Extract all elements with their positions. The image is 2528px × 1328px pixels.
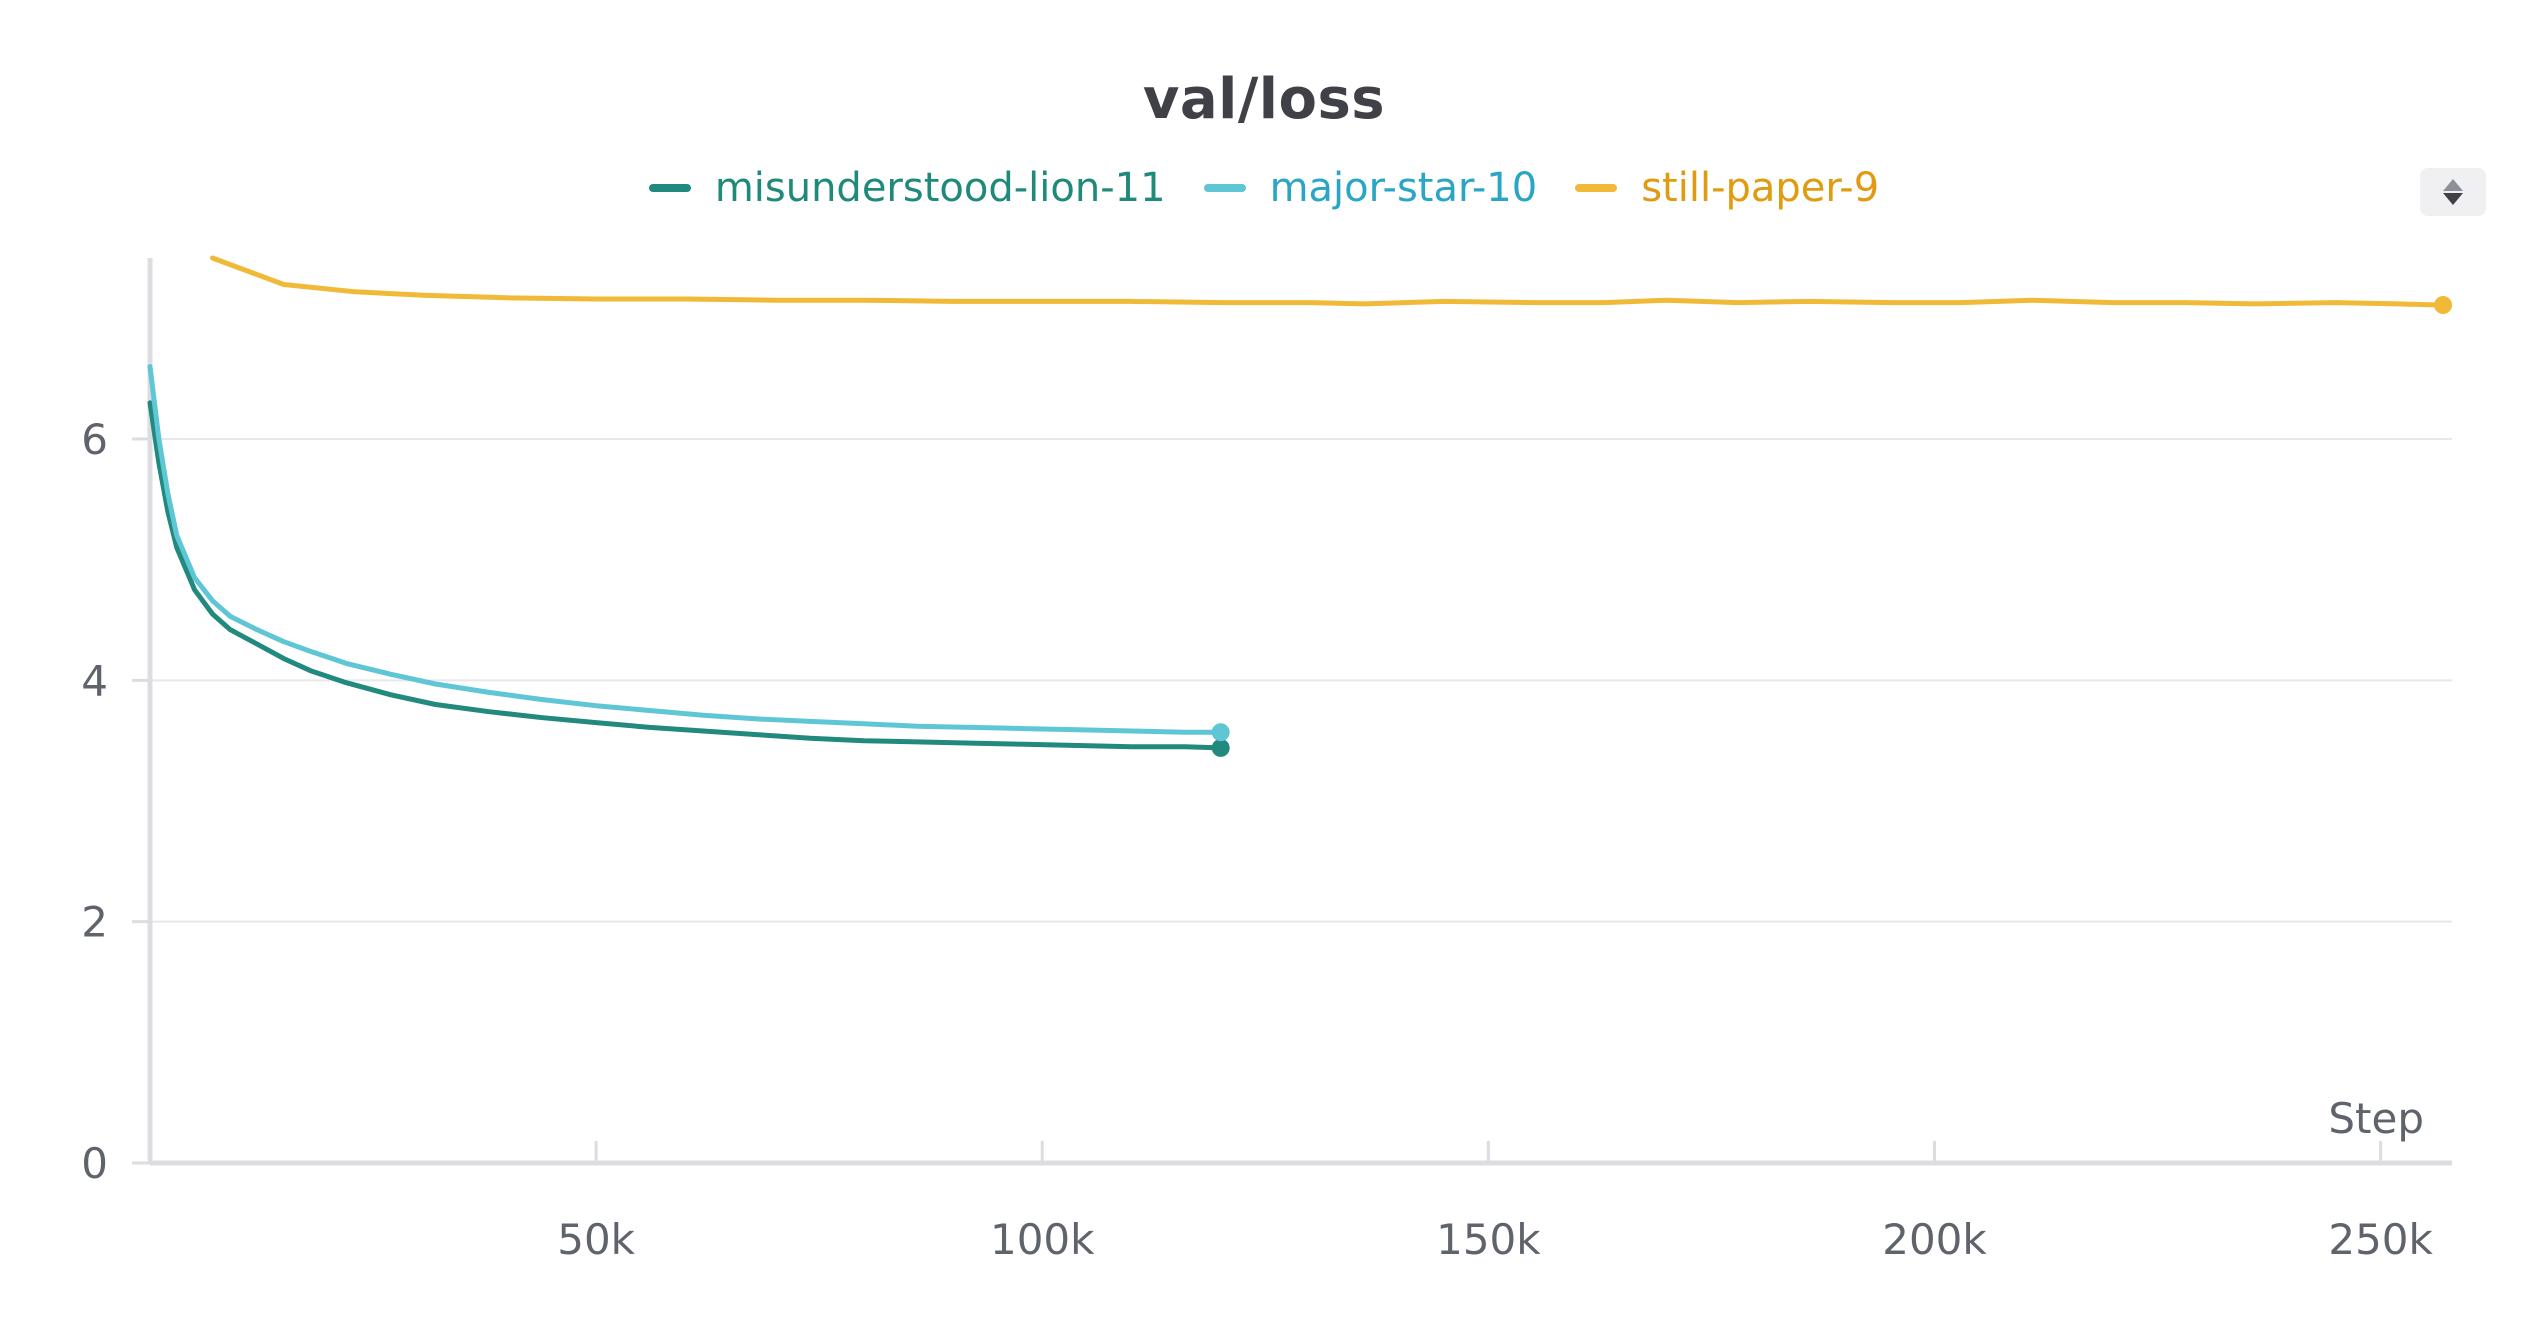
x-tick-label: 50k	[557, 1215, 635, 1264]
series-layer	[147, 255, 2453, 757]
label-layer: 0 2 4 6 50k 100k 150k 200k 250k Step	[81, 415, 2433, 1264]
legend-swatch	[648, 184, 691, 192]
legend-swatch	[1575, 184, 1618, 192]
series-endpoint-misunderstood-lion-11[interactable]	[1211, 738, 1230, 757]
legend-scroll-icon[interactable]	[2420, 168, 2486, 216]
series-line-misunderstood-lion-11[interactable]	[147, 400, 1224, 751]
y-tick-label: 6	[81, 415, 108, 464]
y-tick-label: 2	[81, 898, 108, 947]
x-tick-label: 250k	[2328, 1215, 2433, 1264]
legend-item-major-star-10[interactable]: major-star-10	[1203, 165, 1538, 211]
y-tick-label: 0	[81, 1139, 108, 1188]
series-endpoint-still-paper-9[interactable]	[2434, 296, 2453, 315]
scroll-down-icon[interactable]	[2443, 193, 2463, 205]
y-tick-label: 4	[81, 656, 108, 705]
x-tick-label: 200k	[1882, 1215, 1987, 1264]
series-endpoint-major-star-10[interactable]	[1211, 723, 1230, 742]
grid-layer	[150, 438, 2452, 923]
chart-legend[interactable]: misunderstood-lion-11 major-star-10 stil…	[0, 168, 2528, 208]
legend-item-misunderstood-lion-11[interactable]: misunderstood-lion-11	[648, 165, 1166, 211]
x-axis-title: Step	[2328, 1094, 2424, 1143]
scroll-up-icon[interactable]	[2443, 179, 2463, 191]
chart-title: val/loss	[1142, 67, 1386, 132]
legend-item-still-paper-9[interactable]: still-paper-9	[1575, 168, 1879, 208]
series-line-still-paper-9[interactable]	[210, 255, 2446, 308]
x-tick-label: 150k	[1436, 1215, 1541, 1264]
legend-label: still-paper-9	[1641, 165, 1880, 211]
legend-label: major-star-10	[1269, 165, 1538, 211]
legend-label: misunderstood-lion-11	[714, 165, 1166, 211]
legend-swatch	[1203, 184, 1246, 192]
series-line-major-star-10[interactable]	[147, 364, 1224, 735]
x-tick-label: 100k	[990, 1215, 1095, 1264]
